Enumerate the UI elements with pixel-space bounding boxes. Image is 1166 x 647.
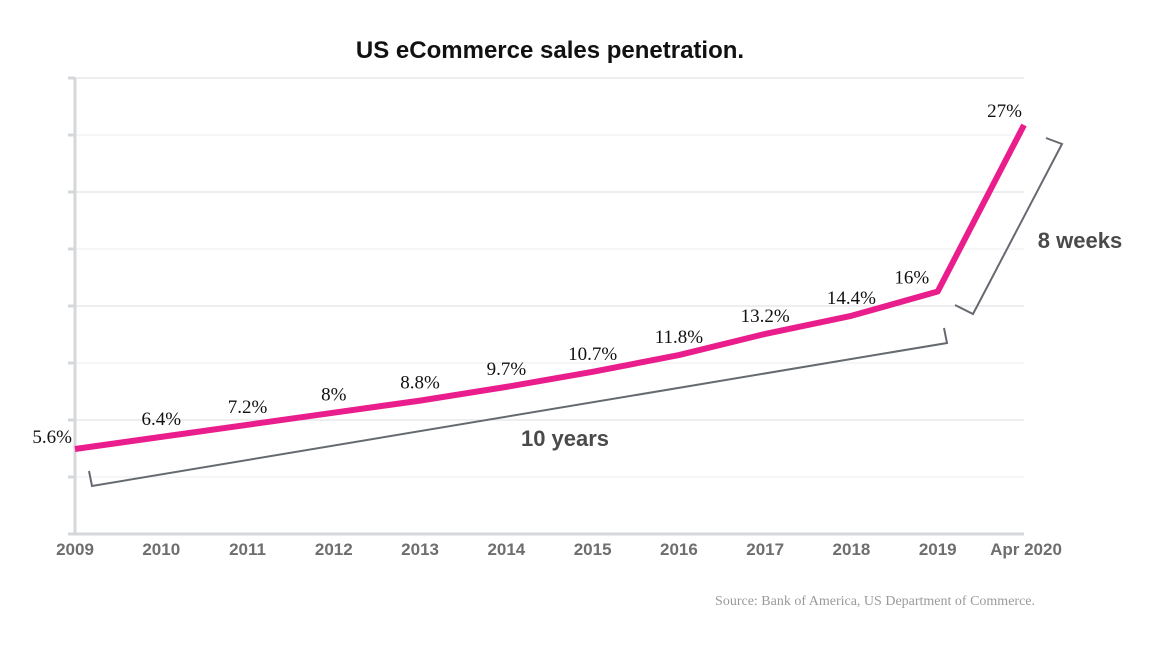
x-tick-label: 2014: [487, 540, 525, 559]
data-label: 13.2%: [741, 306, 790, 327]
x-tick-label: 2017: [746, 540, 784, 559]
data-label: 16%: [894, 268, 929, 289]
gridlines: [68, 76, 1024, 479]
data-label: 6.4%: [141, 409, 181, 430]
x-tick-label: 2016: [660, 540, 698, 559]
x-tick-label: 2012: [315, 540, 353, 559]
x-tick-label: 2019: [919, 540, 957, 559]
x-tick-label: 2018: [833, 540, 871, 559]
bracket-10-years: [88, 327, 949, 488]
x-tick-label: 2010: [142, 540, 180, 559]
series-line: [74, 123, 1027, 452]
data-points: [74, 124, 1025, 450]
x-tick-label: 2015: [574, 540, 612, 559]
data-label: 7.2%: [228, 397, 268, 418]
data-labels: 5.6% 6.4% 7.2% 8% 8.8% 9.7% 10.7% 11.8% 13.2% 14.…: [32, 101, 1022, 448]
data-label: 9.7%: [487, 359, 527, 380]
bracket-8-weeks: [954, 137, 1064, 316]
chart-title: US eCommerce sales penetration.: [356, 37, 744, 64]
annotation-8-weeks: 8 weeks: [1038, 228, 1122, 253]
x-tick-label: 2013: [401, 540, 439, 559]
data-label: 8%: [321, 385, 347, 406]
annotation-10-years: 10 years: [521, 426, 609, 451]
data-label: 8.8%: [400, 373, 440, 394]
data-label: 11.8%: [655, 327, 704, 348]
source-note: Source: Bank of America, US Department o…: [715, 594, 1035, 609]
data-label: 10.7%: [568, 344, 617, 365]
x-tick-label: 2009: [56, 540, 94, 559]
data-label: 14.4%: [827, 288, 876, 309]
x-tick-label: 2011: [229, 540, 266, 559]
data-label: 27%: [987, 101, 1022, 122]
x-tick-labels: 2009 2010 2011 2012 2013 2014 2015 2016 2017 2018…: [56, 540, 1062, 559]
data-label: 5.6%: [32, 427, 72, 448]
axes: [68, 78, 1024, 536]
annotation-brackets: [88, 137, 1064, 488]
x-tick-label: Apr 2020: [990, 540, 1062, 559]
